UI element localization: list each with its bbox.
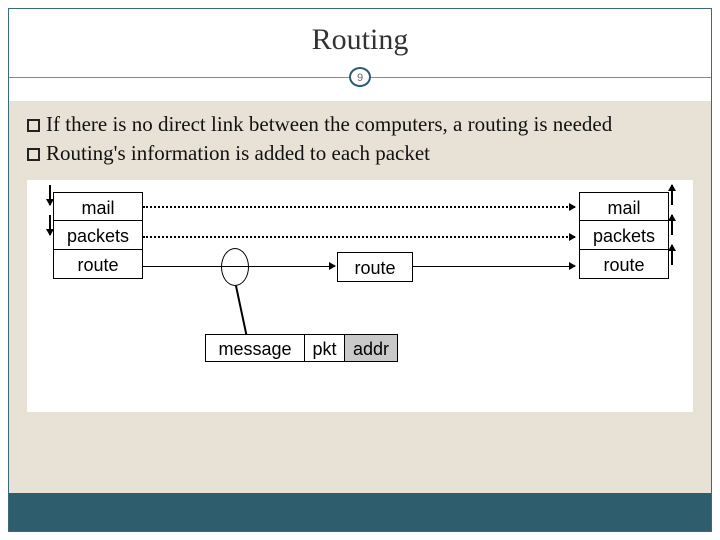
routing-diagram: mail packets route mail packets route ro… (35, 192, 675, 392)
page-number: 9 (349, 67, 371, 87)
left-down-arrow-1 (49, 185, 51, 205)
bullet-box-icon (27, 148, 40, 161)
right-route-box: route (579, 249, 669, 279)
left-stack: mail packets route (53, 192, 143, 278)
slide-body: If there is no direct link between the c… (9, 101, 711, 493)
right-up-arrow-3 (671, 245, 673, 265)
bullet-box-icon (27, 119, 40, 132)
bullet-text: If there is no direct link between the c… (46, 112, 612, 136)
page-number-divider: 9 (9, 65, 711, 89)
packet-structure: message pkt addr (205, 334, 397, 362)
diagram-panel: mail packets route mail packets route ro… (27, 180, 693, 412)
packet-message-cell: message (205, 334, 305, 362)
solid-arrow-route-right (413, 266, 575, 268)
left-route-box: route (53, 249, 143, 279)
left-down-arrow-2 (49, 215, 51, 235)
packet-pkt-cell: pkt (304, 334, 346, 362)
bullet-item: Routing's information is added to each p… (27, 140, 693, 167)
bullet-item: If there is no direct link between the c… (27, 111, 693, 138)
bullet-text: Routing's information is added to each p… (46, 141, 430, 165)
right-stack: mail packets route (579, 192, 669, 278)
ellipse-annotation (221, 248, 249, 286)
left-mail-box: mail (53, 192, 143, 222)
right-up-arrow-2 (671, 215, 673, 235)
slide-frame: Routing 9 If there is no direct link bet… (8, 8, 712, 532)
left-packets-box: packets (53, 220, 143, 250)
right-packets-box: packets (579, 220, 669, 250)
right-mail-box: mail (579, 192, 669, 222)
slide-title: Routing (9, 9, 711, 65)
middle-route-box: route (337, 252, 413, 282)
packet-addr-cell: addr (344, 334, 398, 362)
dashed-arrow-packets (143, 236, 575, 238)
dashed-arrow-mail (143, 206, 575, 208)
right-up-arrow-1 (671, 185, 673, 205)
footer-bar (9, 493, 711, 531)
